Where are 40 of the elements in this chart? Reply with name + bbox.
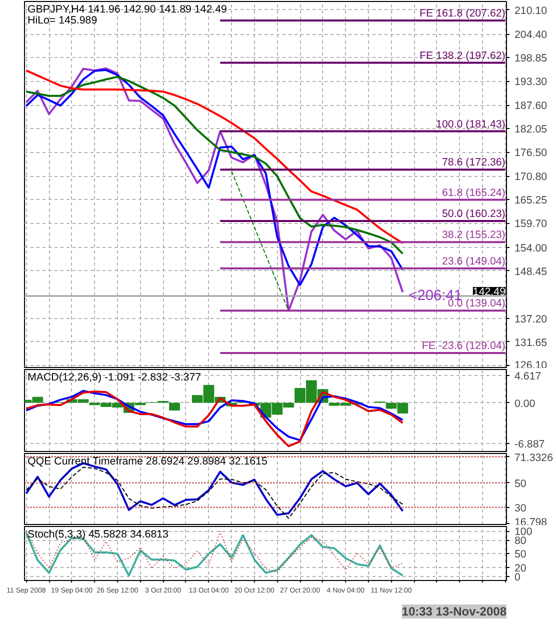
y-tick-label: 204.40 bbox=[514, 29, 548, 42]
y-tick-label: 182.05 bbox=[514, 124, 548, 136]
y-tick-label: 187.60 bbox=[514, 100, 548, 112]
y-tick-label: 165.25 bbox=[514, 194, 548, 207]
y-tick-label: 198.85 bbox=[514, 52, 548, 65]
y-tick-label: 0.00 bbox=[514, 398, 536, 410]
line-series bbox=[231, 170, 290, 312]
text: HiLo= 145.989 bbox=[28, 14, 98, 26]
y-tick-label: 50 bbox=[514, 548, 526, 561]
y-tick-label: 80 bbox=[514, 535, 526, 548]
bar bbox=[169, 402, 180, 410]
y-tick-label: 4.617 bbox=[514, 370, 542, 382]
ref-line-label: 142.49 bbox=[472, 286, 506, 298]
series-label: 50.0 (160.23) bbox=[442, 208, 506, 220]
y-tick-label: 148.45 bbox=[514, 266, 548, 278]
series-label: FE -23.6 (129.04) bbox=[422, 340, 506, 352]
y-tick-label: 170.80 bbox=[514, 171, 548, 184]
y-tick-label: 30 bbox=[514, 502, 526, 514]
y-tick-label: 210.10 bbox=[514, 4, 548, 17]
chart-title: GBPJPY,H4 141.96 142.90 141.89 142.49 bbox=[28, 4, 228, 16]
y-tick-label: -6.887 bbox=[514, 438, 545, 451]
chart-title: MACD(12,26,9) -1.091 -2.832 -3.377 bbox=[28, 372, 202, 384]
series-label: 100.0 (181.43) bbox=[436, 118, 506, 130]
series-label: FE 138.2 (197.62) bbox=[419, 50, 506, 62]
series-label: 61.8 (165.24) bbox=[442, 186, 506, 199]
series-label: 78.6 (172.36) bbox=[442, 156, 506, 169]
series-label: 23.6 (149.04) bbox=[442, 255, 506, 268]
y-tick-label: 131.65 bbox=[514, 336, 548, 349]
text: 10:33 13-Nov-2008 bbox=[402, 604, 507, 618]
chart-title: Stoch(5,3,3) 45.5828 34.6813 bbox=[28, 528, 169, 540]
y-tick-label: 71.3326 bbox=[514, 452, 554, 464]
y-tick-label: 154.00 bbox=[514, 242, 548, 254]
y-tick-label: 159.70 bbox=[514, 218, 548, 230]
chart-title: QQE Current Timeframe 28.6924 29.8984 32.1615 bbox=[28, 456, 268, 468]
y-tick-label: 137.20 bbox=[514, 313, 548, 326]
y-tick-label: 176.50 bbox=[514, 147, 548, 160]
y-tick-label: 193.30 bbox=[514, 76, 548, 88]
series-label: 38.2 (155.23) bbox=[442, 229, 506, 242]
series-label: FE 161.8 (207.62) bbox=[419, 7, 506, 20]
y-tick-label: 50 bbox=[514, 478, 526, 490]
